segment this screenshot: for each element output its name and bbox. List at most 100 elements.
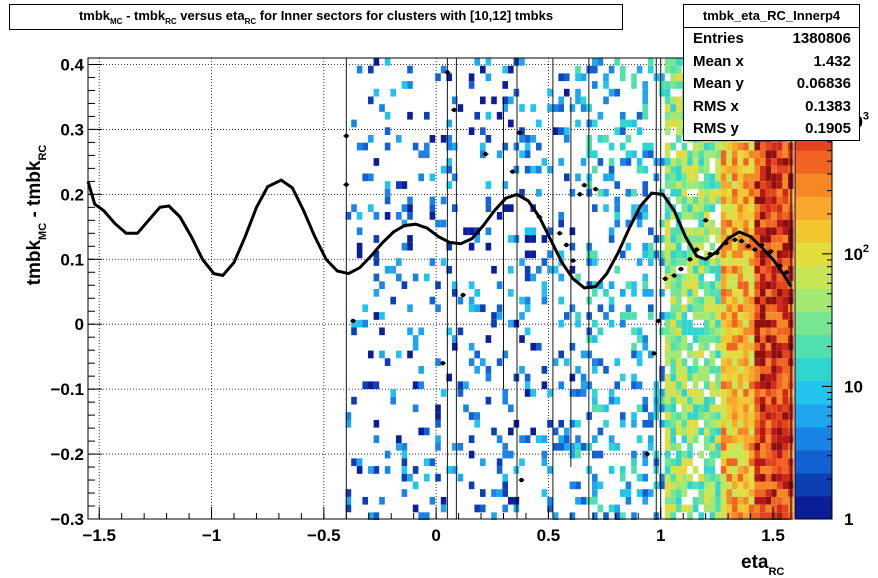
heatmap-cell (603, 188, 609, 197)
heatmap-cell (659, 481, 665, 490)
heatmap-cell (737, 289, 744, 297)
heatmap-cell (704, 419, 710, 428)
heatmap-cell (592, 258, 598, 266)
heatmap-cell (368, 173, 374, 182)
heatmap-cell (743, 404, 749, 413)
heatmap-cell (743, 419, 749, 428)
heatmap-cell (608, 158, 615, 166)
heatmap-cell (384, 111, 391, 120)
heatmap-cell (715, 350, 721, 359)
heatmap-cell (720, 319, 727, 328)
heatmap-cell (681, 466, 688, 474)
heatmap-cell (760, 289, 766, 297)
heatmap-cell (345, 419, 352, 428)
heatmap-cell (480, 504, 486, 513)
heatmap-cell (569, 304, 576, 313)
heatmap-cell (664, 212, 671, 220)
heatmap-cell (676, 489, 682, 497)
heatmap-cell (720, 150, 727, 159)
heatmap-cell (670, 242, 676, 251)
x-tick-label: 0.5 (537, 526, 561, 545)
heatmap-cell (681, 281, 688, 289)
heatmap-cell (704, 496, 710, 505)
heatmap-cell (664, 150, 671, 159)
heatmap-cell (676, 111, 682, 120)
heatmap-cell (743, 481, 749, 490)
heatmap-cell (485, 196, 492, 205)
heatmap-cell (715, 335, 721, 343)
heatmap-cell (754, 165, 760, 174)
heatmap-cell (715, 173, 721, 182)
heatmap-cell (502, 473, 508, 482)
heatmap-cell (720, 473, 727, 482)
heatmap-cell (737, 496, 744, 505)
heatmap-cell (748, 265, 755, 274)
heatmap-cell (748, 381, 755, 390)
heatmap-cell (748, 304, 755, 313)
heatmap-cell (765, 427, 772, 436)
heatmap-cell (401, 242, 408, 251)
heatmap-cell (368, 381, 374, 390)
heatmap-cell (748, 358, 755, 366)
heatmap-cell (670, 373, 676, 382)
heatmap-cell (452, 204, 458, 212)
heatmap-cell (429, 296, 436, 305)
heatmap-cell (648, 443, 654, 451)
heatmap-cell (748, 158, 755, 166)
heatmap-cell (692, 165, 699, 174)
stats-row-entries: Entries 1380806 (684, 28, 859, 51)
heatmap-cell (614, 265, 620, 274)
heatmap-cell (737, 296, 744, 305)
heatmap-cell (603, 96, 609, 105)
heatmap-cell (732, 188, 738, 197)
heatmap-cell (782, 304, 788, 313)
heatmap-cell (681, 389, 688, 397)
heatmap-cell (771, 473, 777, 482)
heatmap-cell (496, 458, 503, 467)
heatmap-cell (592, 473, 598, 482)
heatmap-cell (698, 366, 704, 374)
heatmap-cell (698, 188, 704, 197)
heatmap-cell (765, 443, 772, 451)
heatmap-cell (726, 358, 732, 366)
heatmap-cell (782, 358, 788, 366)
heatmap-cell (765, 296, 772, 305)
heatmap-cell (720, 412, 727, 420)
heatmap-cell (726, 150, 732, 159)
heatmap-cell (474, 504, 480, 513)
heatmap-cell (737, 489, 744, 497)
heatmap-cell (698, 242, 704, 251)
heatmap-cell (648, 258, 654, 266)
heatmap-cell (597, 427, 604, 436)
heatmap-cell (575, 435, 581, 443)
heatmap-cell (457, 473, 464, 482)
heatmap-cell (709, 204, 716, 212)
heatmap-cell (642, 250, 648, 259)
heatmap-cell (771, 273, 777, 282)
stats-meanx-label: Mean x (693, 52, 744, 70)
heatmap-cell (737, 512, 744, 520)
heatmap-cell (743, 250, 749, 259)
heatmap-cell (631, 81, 637, 89)
heatmap-cell (776, 227, 783, 236)
heatmap-cell (558, 319, 564, 328)
heatmap-cell (709, 173, 716, 182)
heatmap-cell (396, 135, 402, 143)
heatmap-cell (715, 196, 721, 205)
heatmap-cell (564, 443, 570, 451)
heatmap-cell (748, 204, 755, 212)
heatmap-cell (575, 173, 581, 182)
heatmap-cell (564, 173, 570, 182)
heatmap-cell (743, 158, 749, 166)
heatmap-cell (373, 258, 380, 266)
heatmap-cell (681, 150, 688, 159)
colorbar-swatch (795, 311, 832, 336)
heatmap-cell (715, 273, 721, 282)
heatmap-cell (631, 73, 637, 82)
heatmap-cell (659, 366, 665, 374)
heatmap-cell (569, 265, 576, 274)
heatmap-cell (614, 212, 620, 220)
heatmap-cell (580, 389, 587, 397)
heatmap-cell (732, 150, 738, 159)
heatmap-cell (737, 358, 744, 366)
